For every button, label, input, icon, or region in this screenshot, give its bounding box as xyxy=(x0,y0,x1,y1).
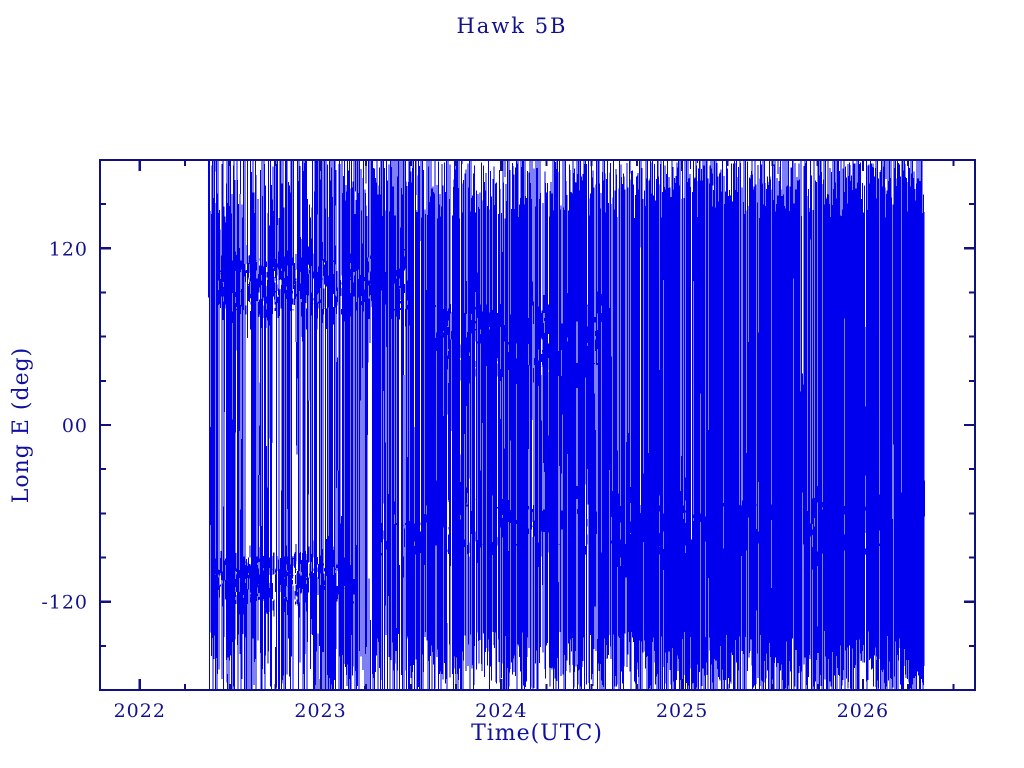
x-tick-label: 2024 xyxy=(475,700,527,722)
y-axis-title: Long E (deg) xyxy=(9,347,34,504)
y-tick-label: 00 xyxy=(62,415,88,437)
x-axis-title: Time(UTC) xyxy=(471,721,603,746)
x-tick-label: 2022 xyxy=(114,700,166,722)
longitude-wrap-strokes xyxy=(209,160,925,690)
axis-tick-labels: 2022 2023 2024 2025 2026 120 00 -120 xyxy=(41,238,889,722)
axis-ticks xyxy=(100,159,975,691)
y-tick-label: -120 xyxy=(41,592,88,614)
y-tick-label: 120 xyxy=(49,238,88,260)
x-tick-label: 2026 xyxy=(837,700,889,722)
dwell-band-strokes xyxy=(211,238,918,621)
data-series-longitude xyxy=(208,160,925,690)
x-tick-label: 2025 xyxy=(656,700,708,722)
chart-title: Hawk 5B xyxy=(456,14,568,38)
x-tick-label: 2023 xyxy=(294,700,346,722)
